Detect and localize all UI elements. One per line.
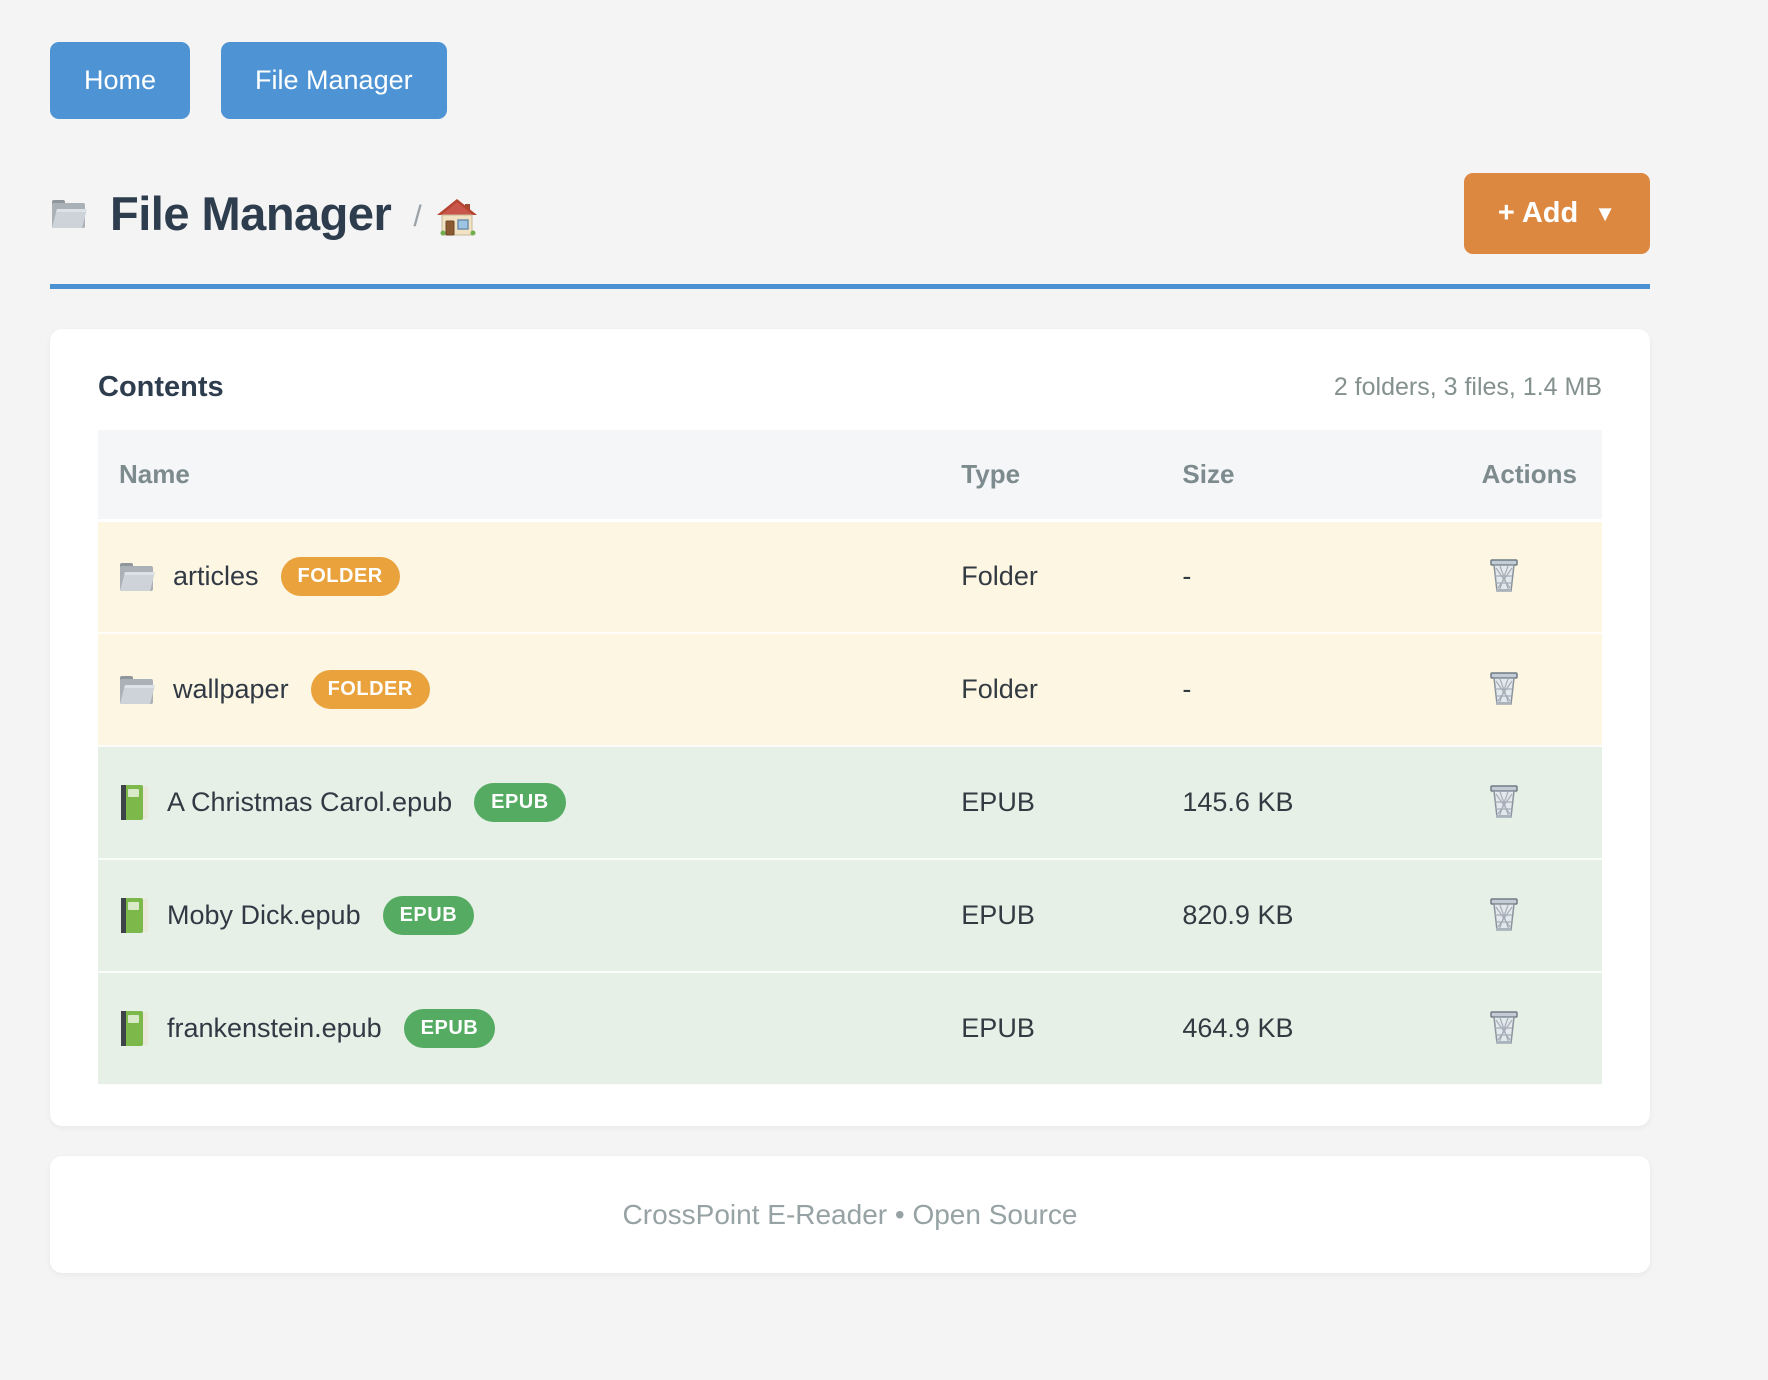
- file-name[interactable]: articles: [173, 561, 259, 592]
- title-group: File Manager /: [50, 186, 478, 241]
- trash-icon: [1490, 898, 1518, 931]
- add-button-label: + Add: [1497, 197, 1579, 229]
- folder-icon: [52, 199, 87, 228]
- file-size: 464.9 KB: [1182, 972, 1407, 1086]
- footer-text: CrossPoint E-Reader • Open Source: [622, 1198, 1078, 1230]
- file-type: EPUB: [961, 972, 1183, 1086]
- trash-icon: [1490, 672, 1518, 705]
- file-name-cell: frankenstein.epub EPUB: [118, 1009, 961, 1048]
- file-name[interactable]: wallpaper: [173, 674, 289, 704]
- file-type: EPUB: [961, 746, 1183, 860]
- file-type: EPUB: [961, 859, 1183, 973]
- trash-icon: [1490, 559, 1518, 592]
- file-name-cell: articles FOLDER: [118, 557, 961, 597]
- book-icon: [121, 897, 148, 933]
- delete-button[interactable]: [1484, 891, 1524, 937]
- title-slot-folder-icon: [50, 197, 88, 231]
- breadcrumb-home-link[interactable]: [436, 198, 478, 238]
- footer: CrossPoint E-Reader • Open Source: [50, 1156, 1650, 1273]
- table-row: frankenstein.epub EPUB EPUB 464.9 KB: [98, 972, 1602, 1086]
- table-row: articles FOLDER Folder -: [98, 520, 1602, 634]
- column-header-name: Name: [98, 430, 962, 522]
- file-badge: FOLDER: [280, 557, 400, 597]
- delete-button[interactable]: [1484, 1004, 1524, 1050]
- delete-button[interactable]: [1484, 552, 1524, 598]
- file-badge: EPUB: [403, 1009, 496, 1048]
- file-name-cell: A Christmas Carol.epub EPUB: [118, 783, 961, 822]
- header-divider: [50, 284, 1650, 289]
- trash-icon: [1490, 785, 1518, 818]
- table-row: A Christmas Carol.epub EPUB EPUB 145.6 KB: [98, 746, 1602, 860]
- file-type: Folder: [961, 633, 1183, 747]
- breadcrumb-separator: /: [413, 199, 422, 233]
- trash-icon: [1490, 1011, 1518, 1044]
- chevron-down-icon: ▼: [1594, 200, 1616, 226]
- table-header-row: Name Type Size Actions: [98, 430, 1602, 522]
- add-button[interactable]: + Add ▼: [1463, 173, 1650, 254]
- table-row: Moby Dick.epub EPUB EPUB 820.9 KB: [98, 859, 1602, 973]
- book-icon: [121, 784, 148, 820]
- folder-icon: [120, 562, 155, 591]
- file-name[interactable]: A Christmas Carol.epub: [167, 787, 453, 817]
- nav-file-manager-button[interactable]: File Manager: [221, 42, 447, 119]
- column-header-actions: Actions: [1406, 430, 1602, 522]
- file-name-cell: Moby Dick.epub EPUB: [118, 896, 961, 935]
- column-header-type: Type: [961, 430, 1183, 522]
- contents-title: Contents: [98, 371, 224, 403]
- page-header: File Manager / + Add ▼: [50, 173, 1650, 254]
- file-size: 145.6 KB: [1182, 746, 1407, 860]
- page-title: File Manager: [110, 187, 392, 240]
- file-size: 820.9 KB: [1182, 859, 1407, 973]
- file-name-cell: wallpaper FOLDER: [118, 670, 961, 709]
- book-icon: [121, 1010, 148, 1046]
- folder-icon: [120, 675, 155, 704]
- page: Home File Manager File Manager / + Add ▼…: [50, 0, 1650, 1273]
- contents-card: Contents 2 folders, 3 files, 1.4 MB Name…: [50, 329, 1650, 1126]
- file-badge: EPUB: [382, 896, 475, 935]
- file-size: -: [1182, 520, 1407, 634]
- contents-card-header: Contents 2 folders, 3 files, 1.4 MB: [98, 371, 1602, 404]
- top-nav: Home File Manager: [50, 42, 1650, 119]
- file-name[interactable]: frankenstein.epub: [167, 1013, 382, 1043]
- table-row: wallpaper FOLDER Folder -: [98, 633, 1602, 747]
- file-name[interactable]: Moby Dick.epub: [167, 900, 361, 930]
- file-badge: EPUB: [474, 783, 566, 822]
- file-type: Folder: [961, 520, 1183, 634]
- file-table: Name Type Size Actions articles FOLDER Fol…: [98, 430, 1602, 1086]
- contents-summary: 2 folders, 3 files, 1.4 MB: [1333, 373, 1602, 401]
- house-icon: [436, 198, 477, 235]
- delete-button[interactable]: [1484, 778, 1524, 824]
- column-header-size: Size: [1182, 430, 1407, 522]
- file-badge: FOLDER: [310, 670, 430, 709]
- file-size: -: [1182, 633, 1407, 747]
- delete-button[interactable]: [1484, 665, 1524, 711]
- nav-home-button[interactable]: Home: [50, 42, 191, 119]
